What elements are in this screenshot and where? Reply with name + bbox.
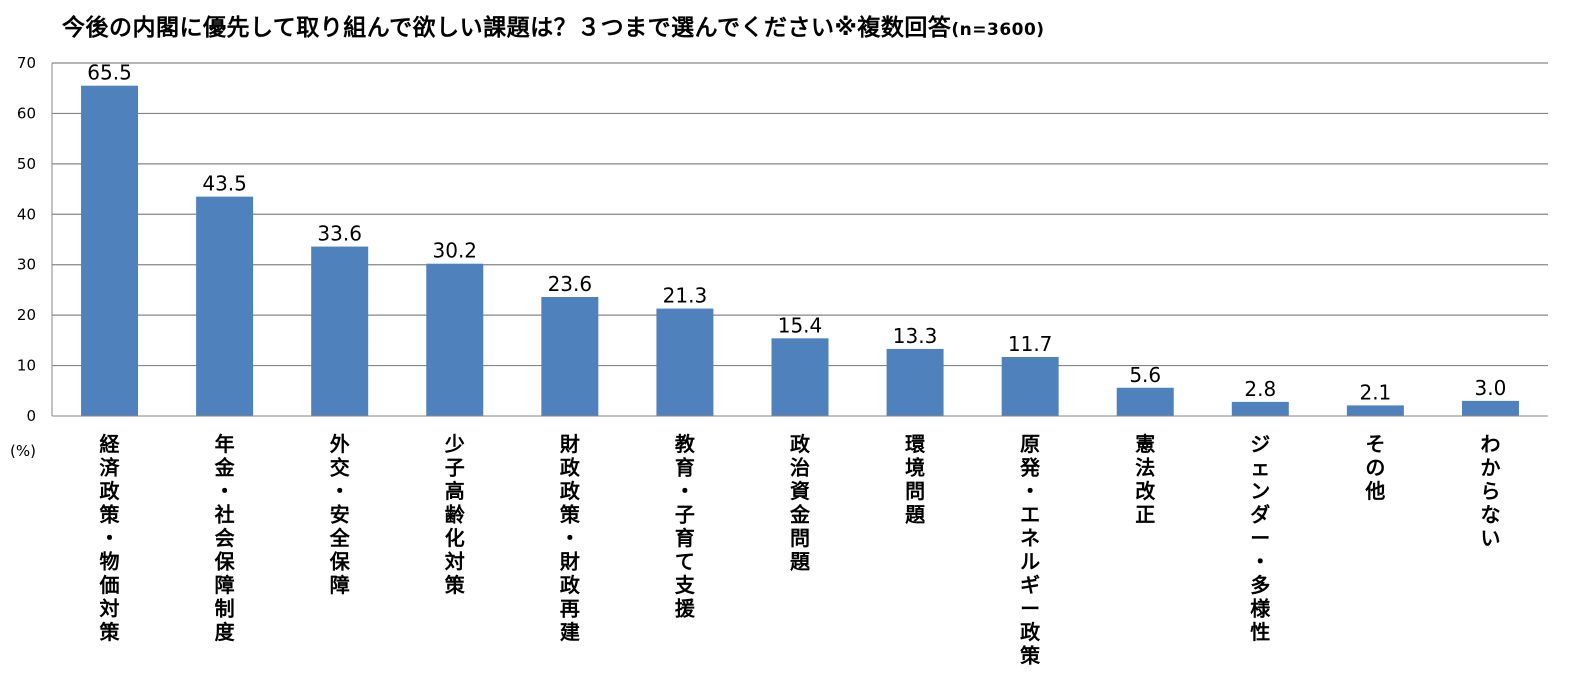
data-label: 43.5 xyxy=(202,172,247,196)
data-label: 65.5 xyxy=(87,61,132,85)
data-label: 11.7 xyxy=(1008,332,1053,356)
y-axis-ticks: 0 10 20 30 40 50 60 70 xyxy=(17,54,36,425)
category-label: 原発・エネルギー政策 xyxy=(1019,432,1041,668)
bar xyxy=(771,338,829,416)
bar xyxy=(656,308,714,416)
bar xyxy=(1001,356,1059,416)
y-tick-label: 50 xyxy=(17,155,36,173)
data-label: 15.4 xyxy=(778,313,823,337)
bar xyxy=(426,263,484,416)
bar xyxy=(541,296,599,416)
data-label: 21.3 xyxy=(663,284,708,308)
category-label: 外交・安全保障 xyxy=(329,432,351,597)
data-label: 13.3 xyxy=(893,324,938,348)
data-label: 33.6 xyxy=(317,222,362,246)
data-label: 3.0 xyxy=(1475,376,1507,400)
bar xyxy=(196,196,254,416)
y-tick-label: 60 xyxy=(17,104,36,122)
data-label: 2.1 xyxy=(1359,380,1391,404)
bar xyxy=(81,85,139,416)
category-label: 経済政策・物価対策 xyxy=(99,432,121,644)
bar xyxy=(311,246,369,416)
data-label: 5.6 xyxy=(1129,363,1161,387)
category-label: 財政政策・財政再建 xyxy=(560,432,581,644)
y-tick-label: 10 xyxy=(17,357,36,375)
category-label: ジェンダー・多様性 xyxy=(1250,432,1271,644)
bar xyxy=(886,348,944,416)
category-label: 年金・社会保障制度 xyxy=(214,432,236,644)
category-labels: 経済政策・物価対策 年金・社会保障制度 外交・安全保障 少子高齢化対策 財政政策・財政再… xyxy=(99,432,1501,668)
y-tick-label: 30 xyxy=(17,256,36,274)
chart-subtitle: (n=3600) xyxy=(951,20,1045,40)
bars xyxy=(81,85,1519,416)
category-label: 憲法改正 xyxy=(1135,432,1156,527)
category-label: 教育・子育て支援 xyxy=(675,432,696,621)
bar xyxy=(1116,387,1174,416)
category-label: 少子高齢化対策 xyxy=(444,432,466,597)
data-labels: 65.5 43.5 33.6 30.2 23.6 21.3 15.4 13.3 11.7 5.6 2… xyxy=(87,61,1506,405)
y-tick-label: 40 xyxy=(17,205,36,223)
data-label: 2.8 xyxy=(1244,377,1276,401)
category-label: わからない xyxy=(1480,432,1500,550)
bar xyxy=(1461,400,1519,416)
category-label: その他 xyxy=(1364,432,1385,503)
data-label: 30.2 xyxy=(433,239,478,263)
y-tick-label: 0 xyxy=(26,407,36,425)
y-axis-unit-label: (%) xyxy=(10,442,36,460)
chart-title-text: 今後の内閣に優先して取り組んで欲しい課題は？３つまで選んでください※複数回答 xyxy=(62,15,952,41)
category-label: 環境問題 xyxy=(905,432,926,527)
y-tick-label: 20 xyxy=(17,306,36,324)
bar xyxy=(1346,405,1404,416)
chart-title: 今後の内閣に優先して取り組んで欲しい課題は？３つまで選んでください※複数回答(n… xyxy=(62,8,1045,42)
category-label: 政治資金問題 xyxy=(789,432,811,574)
bar xyxy=(1231,401,1289,416)
y-tick-label: 70 xyxy=(17,54,36,72)
data-label: 23.6 xyxy=(548,272,593,296)
